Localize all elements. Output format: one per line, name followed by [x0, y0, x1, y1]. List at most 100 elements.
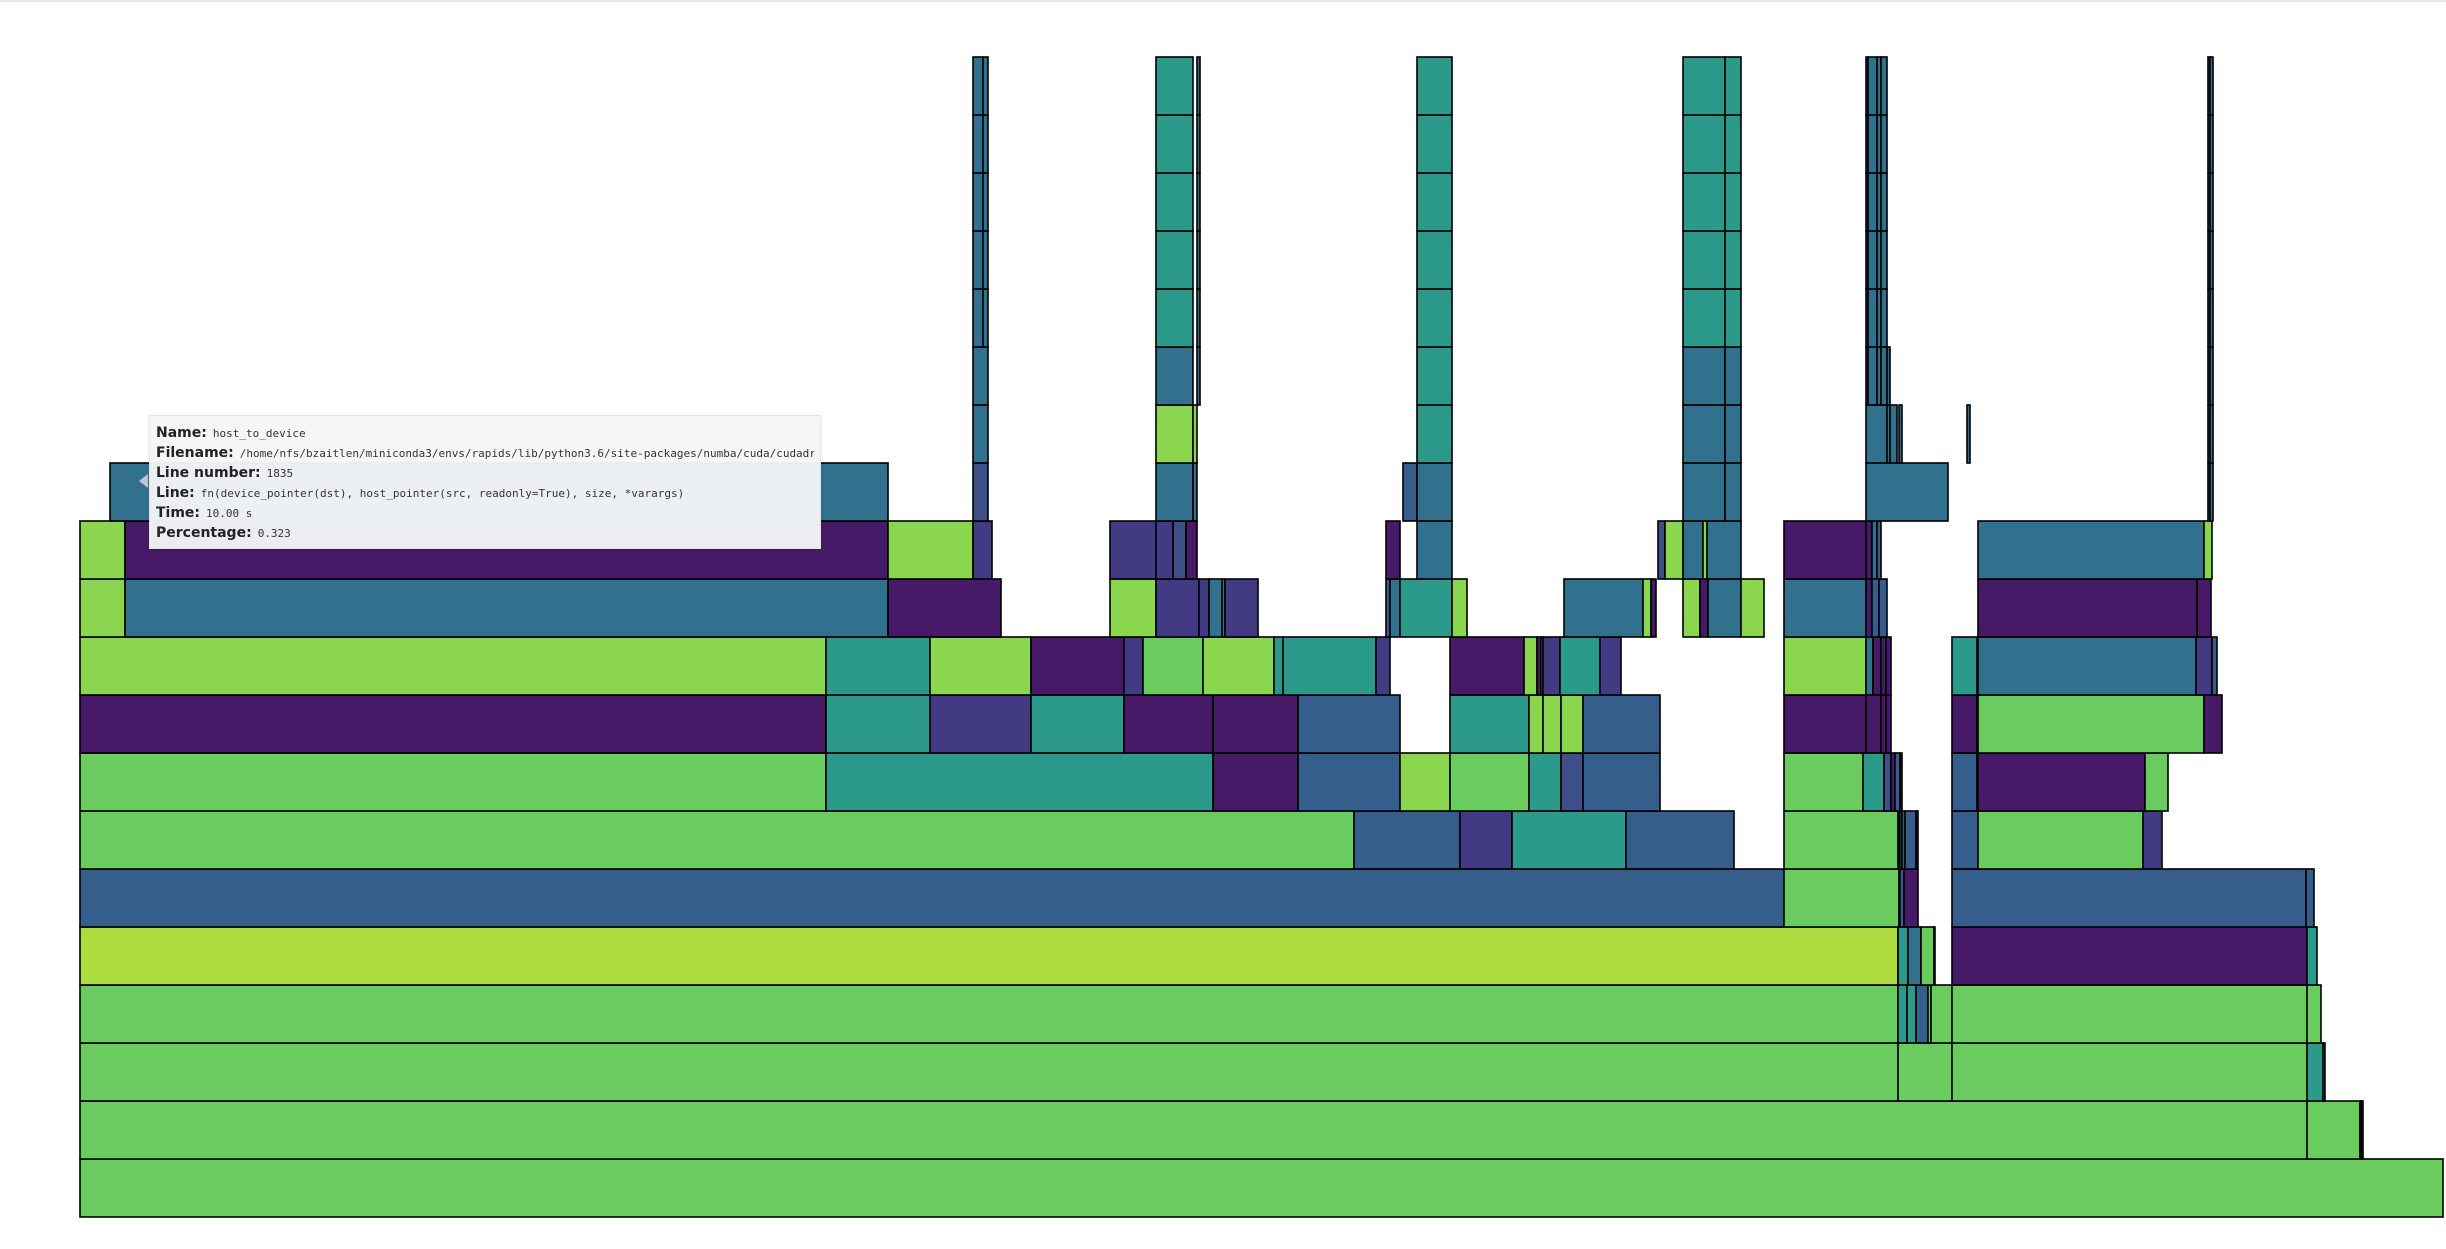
- flame-frame-102[interactable]: [1865, 636, 1874, 696]
- flame-frame-122[interactable]: [1451, 578, 1468, 638]
- flame-frame-220[interactable]: [972, 172, 984, 232]
- flame-frame-30[interactable]: [1951, 868, 2307, 928]
- flame-frame-101[interactable]: [1783, 636, 1867, 696]
- flame-frame-226[interactable]: [1724, 172, 1742, 232]
- flame-frame-207[interactable]: [972, 230, 984, 290]
- flame-frame-99[interactable]: [1559, 636, 1601, 696]
- flame-frame-92[interactable]: [1282, 636, 1377, 696]
- flame-frame-114[interactable]: [1155, 578, 1200, 638]
- flame-frame-151[interactable]: [1783, 520, 1867, 580]
- flame-frame-134[interactable]: [1977, 578, 2198, 638]
- flame-frame-258[interactable]: [2209, 56, 2214, 116]
- flame-frame-74[interactable]: [1542, 694, 1562, 754]
- flame-frame-0[interactable]: [79, 1158, 2444, 1218]
- flame-frame-49[interactable]: [1297, 752, 1401, 812]
- flame-frame-172[interactable]: [1682, 404, 1726, 464]
- flame-frame-56[interactable]: [1862, 752, 1885, 812]
- flame-frame-230[interactable]: [1880, 172, 1888, 232]
- flame-frame-115[interactable]: [1198, 578, 1210, 638]
- flame-frame-106[interactable]: [1951, 636, 1978, 696]
- flame-frame-128[interactable]: [1707, 578, 1742, 638]
- flame-frame-70[interactable]: [1212, 694, 1299, 754]
- flame-frame-256[interactable]: [1880, 56, 1888, 116]
- flame-frame-31[interactable]: [2305, 868, 2315, 928]
- flame-frame-22[interactable]: [1933, 926, 1936, 986]
- flame-frame-136[interactable]: [79, 520, 126, 580]
- flame-frame-91[interactable]: [1273, 636, 1284, 696]
- flame-frame-182[interactable]: [1155, 346, 1194, 406]
- flame-frame-234[interactable]: [982, 114, 989, 174]
- flame-frame-88[interactable]: [1123, 636, 1144, 696]
- flame-frame-133[interactable]: [1878, 578, 1888, 638]
- flame-frame-32[interactable]: [79, 810, 1355, 870]
- flame-frame-232[interactable]: [2209, 172, 2214, 232]
- flame-frame-138[interactable]: [887, 520, 974, 580]
- flame-frame-43[interactable]: [1951, 810, 1979, 870]
- flame-frame-61[interactable]: [1951, 752, 1978, 812]
- flame-frame-186[interactable]: [1724, 346, 1742, 406]
- flame-frame-245[interactable]: [2209, 114, 2214, 174]
- flame-frame-180[interactable]: [2209, 404, 2214, 464]
- flame-frame-75[interactable]: [1560, 694, 1584, 754]
- flame-frame-251[interactable]: [1682, 56, 1726, 116]
- flame-frame-116[interactable]: [1208, 578, 1223, 638]
- flame-frame-76[interactable]: [1582, 694, 1661, 754]
- flame-frame-73[interactable]: [1528, 694, 1544, 754]
- flame-frame-158[interactable]: [972, 462, 989, 522]
- flame-frame-139[interactable]: [972, 520, 993, 580]
- flame-frame-7[interactable]: [1951, 1042, 2308, 1102]
- flame-frame-225[interactable]: [1682, 172, 1726, 232]
- flame-frame-46[interactable]: [79, 752, 827, 812]
- flame-frame-185[interactable]: [1682, 346, 1726, 406]
- flame-frame-131[interactable]: [1865, 578, 1873, 638]
- flame-frame-159[interactable]: [1155, 462, 1194, 522]
- flame-frame-143[interactable]: [1185, 520, 1198, 580]
- flame-frame-235[interactable]: [1155, 114, 1194, 174]
- flame-frame-181[interactable]: [972, 346, 989, 406]
- flame-frame-63[interactable]: [1977, 752, 2146, 812]
- flame-frame-210[interactable]: [1196, 230, 1201, 290]
- flame-frame-173[interactable]: [1724, 404, 1742, 464]
- flame-frame-188[interactable]: [1867, 346, 1878, 406]
- flame-frame-160[interactable]: [1192, 462, 1198, 522]
- flame-frame-184[interactable]: [1416, 346, 1453, 406]
- flame-frame-248[interactable]: [1155, 56, 1194, 116]
- flame-frame-118[interactable]: [1224, 578, 1259, 638]
- flame-frame-197[interactable]: [1196, 288, 1201, 348]
- flame-frame-154[interactable]: [1876, 520, 1882, 580]
- flame-frame-17[interactable]: [2306, 984, 2322, 1044]
- flame-frame-252[interactable]: [1724, 56, 1742, 116]
- flame-frame-127[interactable]: [1699, 578, 1709, 638]
- flame-frame-25[interactable]: [79, 868, 1785, 928]
- flame-frame-193[interactable]: [2209, 346, 2214, 406]
- flame-frame-9[interactable]: [2322, 1042, 2326, 1102]
- flame-frame-16[interactable]: [1951, 984, 2308, 1044]
- flame-frame-246[interactable]: [972, 56, 984, 116]
- flame-frame-37[interactable]: [1783, 810, 1899, 870]
- flame-frame-94[interactable]: [1449, 636, 1525, 696]
- flame-frame-11[interactable]: [1897, 984, 1908, 1044]
- flame-frame-147[interactable]: [1664, 520, 1684, 580]
- flame-frame-195[interactable]: [982, 288, 989, 348]
- flame-frame-191[interactable]: [1886, 346, 1891, 406]
- flame-frame-190[interactable]: [1880, 346, 1888, 406]
- flame-frame-140[interactable]: [1109, 520, 1157, 580]
- flame-frame-72[interactable]: [1449, 694, 1530, 754]
- flame-frame-237[interactable]: [1416, 114, 1453, 174]
- flame-frame-243[interactable]: [1880, 114, 1888, 174]
- flame-frame-167[interactable]: [2209, 462, 2214, 522]
- flame-frame-35[interactable]: [1511, 810, 1627, 870]
- flame-frame-84[interactable]: [79, 636, 827, 696]
- flame-frame-109[interactable]: [2211, 636, 2218, 696]
- flame-frame-125[interactable]: [1650, 578, 1657, 638]
- flame-frame-10[interactable]: [79, 984, 1899, 1044]
- flame-frame-152[interactable]: [1865, 520, 1873, 580]
- flame-frame-129[interactable]: [1740, 578, 1765, 638]
- flame-frame-164[interactable]: [1724, 462, 1742, 522]
- flame-frame-87[interactable]: [1030, 636, 1125, 696]
- flame-frame-18[interactable]: [79, 926, 1899, 986]
- flame-frame-194[interactable]: [972, 288, 984, 348]
- flame-frame-162[interactable]: [1416, 462, 1453, 522]
- flame-frame-44[interactable]: [1977, 810, 2144, 870]
- flame-frame-161[interactable]: [1402, 462, 1418, 522]
